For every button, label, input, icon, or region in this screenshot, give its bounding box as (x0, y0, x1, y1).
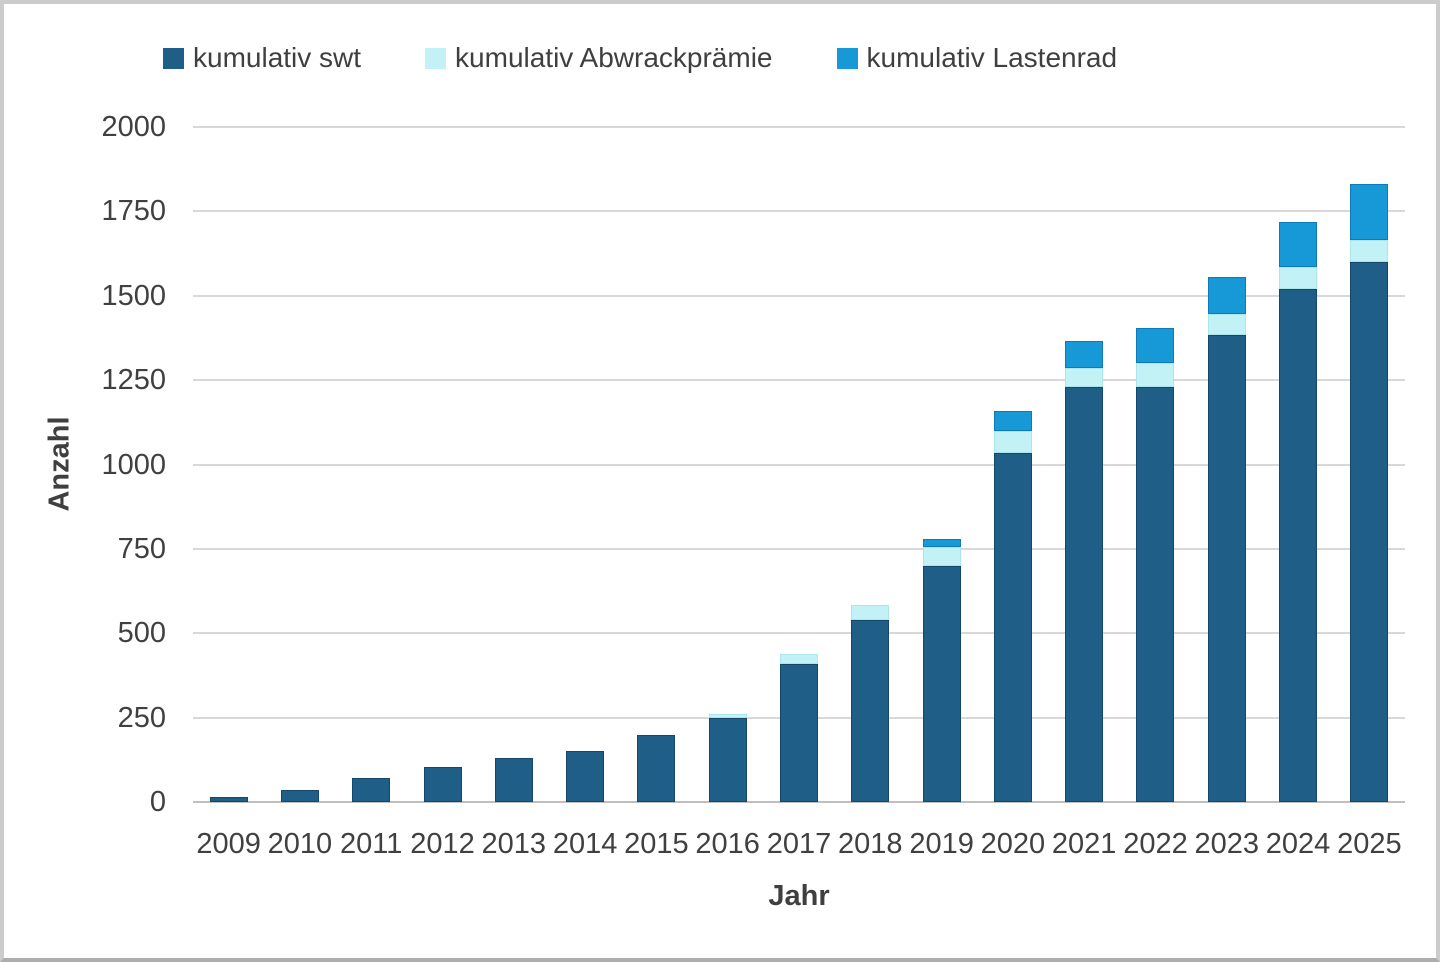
x-tick-label-2022: 2022 (1123, 828, 1188, 860)
bar-2023 (1207, 127, 1246, 802)
x-tick-label-2025: 2025 (1337, 828, 1402, 860)
y-tick-label-1750: 1750 (101, 195, 166, 228)
legend-swatch-icon (425, 47, 447, 69)
stacked-bar-chart: kumulativ swt kumulativ Abwrackprämie kumu… (4, 4, 1436, 958)
x-tick-label-2016: 2016 (695, 828, 760, 860)
bar-2024 (1279, 127, 1318, 802)
bar-segment-2022-kumulativ-swt (1136, 386, 1175, 802)
x-tick-label-2023: 2023 (1194, 828, 1259, 860)
bar-2025 (1350, 127, 1389, 802)
bar-segment-2022-kumulativ-abwrackprämie (1136, 363, 1175, 387)
bar-2016 (708, 127, 747, 802)
x-tick-label-2010: 2010 (267, 828, 333, 860)
legend-swatch-icon (163, 47, 184, 69)
legend-label: kumulativ swt (193, 42, 362, 73)
bar-2010 (280, 127, 319, 802)
bar-segment-2023-kumulativ-lastenrad (1207, 277, 1246, 315)
x-tick-label-2013: 2013 (481, 828, 547, 860)
bar-segment-2011-kumulativ-swt (352, 778, 391, 802)
bar-segment-2018-kumulativ-abwrackprämie (851, 604, 890, 620)
x-axis-line (193, 801, 1405, 803)
bar-2011 (352, 127, 391, 802)
legend-item-kumulativ-swt: kumulativ swt (163, 42, 361, 74)
bar-2021 (1065, 127, 1104, 802)
gridline-2000 (193, 126, 1405, 128)
x-tick-label-2024: 2024 (1265, 828, 1331, 860)
y-tick-label-500: 500 (117, 617, 166, 650)
x-tick-label-2017: 2017 (766, 828, 832, 860)
bar-2012 (423, 127, 462, 802)
legend-label: kumulativ Lastenrad (866, 42, 1118, 73)
x-tick-label-2011: 2011 (340, 828, 403, 860)
chart-legend: kumulativ swt kumulativ Abwrackprämie kumu… (163, 42, 1117, 74)
bar-segment-2024-kumulativ-abwrackprämie (1279, 267, 1318, 289)
bar-2022 (1136, 127, 1175, 802)
bar-segment-2019-kumulativ-abwrackprämie (922, 547, 961, 566)
bar-segment-2019-kumulativ-lastenrad (922, 538, 961, 548)
bar-2018 (851, 127, 890, 802)
legend-item-kumulativ-lastenrad: kumulativ Lastenrad (836, 42, 1118, 74)
x-tick-label-2009: 2009 (196, 828, 261, 860)
bar-segment-2020-kumulativ-abwrackprämie (993, 430, 1032, 453)
bar-segment-2025-kumulativ-lastenrad (1350, 184, 1389, 241)
bar-segment-2009-kumulativ-swt (209, 796, 248, 802)
gridline-1500 (193, 294, 1405, 297)
y-tick-label-0: 0 (149, 786, 166, 818)
bar-2020 (993, 127, 1032, 802)
bar-segment-2016-kumulativ-swt (708, 717, 747, 802)
bar-2017 (780, 127, 818, 802)
gridline-500 (193, 632, 1405, 635)
legend-item-kumulativ-abwrackprämie: kumulativ Abwrackprämie (425, 42, 773, 74)
x-tick-label-2014: 2014 (552, 828, 618, 860)
x-tick-label-2012: 2012 (410, 828, 475, 860)
bar-segment-2021-kumulativ-abwrackprämie (1065, 368, 1104, 387)
bar-segment-2012-kumulativ-swt (423, 766, 462, 802)
bar-segment-2025-kumulativ-abwrackprämie (1350, 240, 1389, 262)
y-tick-label-1500: 1500 (101, 279, 166, 312)
bar-segment-2024-kumulativ-swt (1279, 289, 1318, 802)
gridline-1250 (193, 379, 1405, 382)
bar-2015 (637, 127, 676, 802)
bar-2019 (922, 127, 961, 802)
bar-segment-2021-kumulativ-lastenrad (1065, 341, 1104, 369)
legend-label: kumulativ Abwrackprämie (455, 42, 773, 73)
bar-segment-2024-kumulativ-lastenrad (1279, 221, 1318, 268)
legend-swatch-icon (836, 47, 858, 69)
x-tick-label-2019: 2019 (909, 828, 974, 860)
bar-segment-2018-kumulativ-swt (851, 619, 890, 802)
bar-segment-2019-kumulativ-swt (922, 565, 961, 802)
bar-2009 (209, 127, 248, 802)
gridline-1750 (193, 210, 1405, 213)
bar-segment-2022-kumulativ-lastenrad (1136, 327, 1175, 364)
x-tick-label-2018: 2018 (838, 828, 903, 860)
x-tick-label-2015: 2015 (624, 828, 689, 860)
bar-segment-2021-kumulativ-swt (1065, 386, 1104, 802)
gridline-750 (193, 547, 1405, 550)
y-tick-label-750: 750 (117, 532, 166, 565)
bar-segment-2023-kumulativ-abwrackprämie (1207, 314, 1246, 335)
bar-segment-2017-kumulativ-abwrackprämie (780, 653, 818, 664)
x-axis-title: Jahr (768, 880, 830, 912)
bar-segment-2016-kumulativ-abwrackprämie (708, 713, 747, 718)
bar-2013 (494, 127, 533, 802)
bar-segment-2014-kumulativ-swt (566, 751, 605, 802)
y-tick-label-250: 250 (117, 701, 166, 734)
bar-segment-2020-kumulativ-swt (993, 452, 1032, 802)
x-tick-label-2021: 2021 (1051, 828, 1117, 860)
bar-segment-2020-kumulativ-lastenrad (993, 410, 1032, 431)
y-tick-label-2000: 2000 (101, 111, 166, 143)
bar-segment-2017-kumulativ-swt (780, 663, 818, 802)
y-tick-label-1250: 1250 (101, 364, 166, 397)
bar-2014 (566, 127, 605, 802)
bar-segment-2025-kumulativ-swt (1350, 262, 1389, 802)
gridline-1000 (193, 463, 1405, 466)
bar-segment-2013-kumulativ-swt (494, 758, 533, 802)
y-tick-label-1000: 1000 (101, 448, 166, 481)
bar-segment-2015-kumulativ-swt (637, 734, 676, 802)
x-tick-label-2020: 2020 (980, 828, 1046, 860)
bar-segment-2023-kumulativ-swt (1207, 334, 1246, 802)
bar-segment-2010-kumulativ-swt (280, 790, 319, 802)
